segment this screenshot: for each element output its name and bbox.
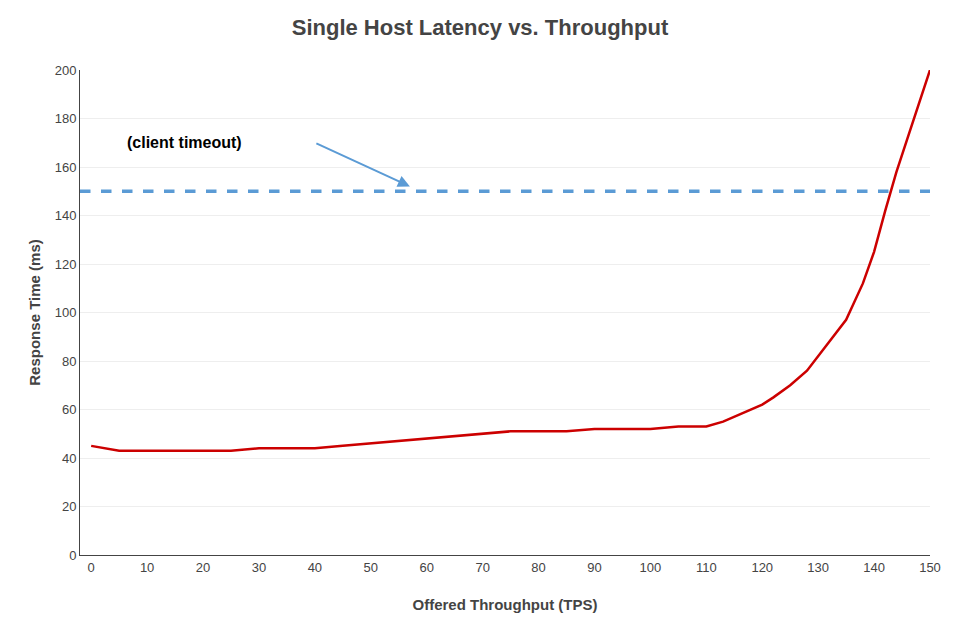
svg-text:100: 100 bbox=[640, 560, 662, 575]
svg-text:40: 40 bbox=[308, 560, 322, 575]
svg-text:50: 50 bbox=[364, 560, 378, 575]
svg-text:20: 20 bbox=[62, 499, 76, 514]
svg-text:70: 70 bbox=[475, 560, 489, 575]
svg-text:10: 10 bbox=[140, 560, 154, 575]
svg-text:200: 200 bbox=[55, 63, 77, 78]
svg-text:0: 0 bbox=[88, 560, 95, 575]
svg-text:Offered Throughput (TPS): Offered Throughput (TPS) bbox=[413, 596, 598, 613]
svg-text:(client timeout): (client timeout) bbox=[127, 134, 242, 151]
svg-text:0: 0 bbox=[69, 548, 76, 563]
svg-text:120: 120 bbox=[751, 560, 773, 575]
svg-text:60: 60 bbox=[62, 402, 76, 417]
svg-text:160: 160 bbox=[55, 160, 77, 175]
svg-text:80: 80 bbox=[62, 354, 76, 369]
svg-text:80: 80 bbox=[531, 560, 545, 575]
svg-text:100: 100 bbox=[55, 305, 77, 320]
svg-text:120: 120 bbox=[55, 257, 77, 272]
svg-text:140: 140 bbox=[863, 560, 885, 575]
svg-text:150: 150 bbox=[919, 560, 941, 575]
svg-text:40: 40 bbox=[62, 451, 76, 466]
svg-text:Single Host Latency vs. Throug: Single Host Latency vs. Throughput bbox=[292, 15, 669, 40]
svg-text:60: 60 bbox=[419, 560, 433, 575]
svg-text:20: 20 bbox=[196, 560, 210, 575]
svg-text:130: 130 bbox=[807, 560, 829, 575]
svg-text:90: 90 bbox=[587, 560, 601, 575]
svg-text:110: 110 bbox=[696, 560, 717, 575]
svg-text:180: 180 bbox=[55, 111, 77, 126]
svg-text:30: 30 bbox=[252, 560, 266, 575]
svg-text:Response Time (ms): Response Time (ms) bbox=[26, 239, 43, 385]
svg-text:140: 140 bbox=[55, 208, 77, 223]
